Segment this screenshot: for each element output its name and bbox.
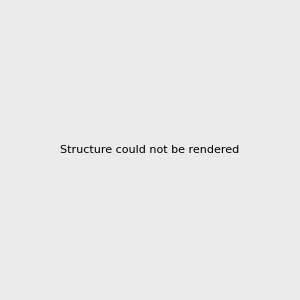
Text: Structure could not be rendered: Structure could not be rendered	[60, 145, 240, 155]
